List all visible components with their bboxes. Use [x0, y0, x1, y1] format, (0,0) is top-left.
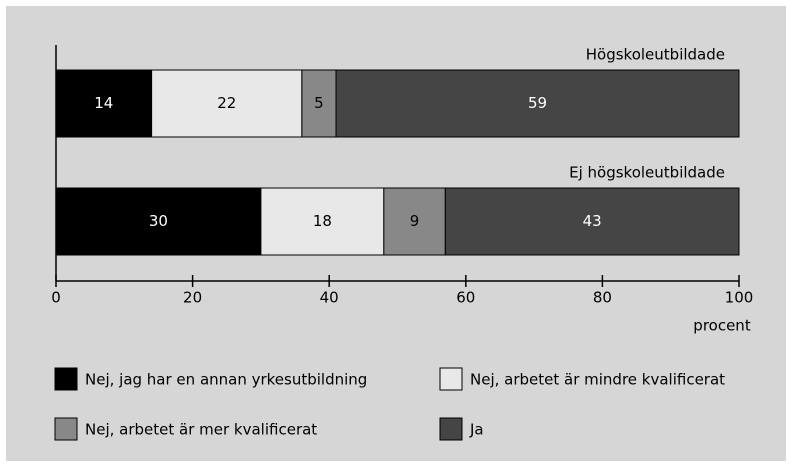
- category-label: Ej högskoleutbildade: [569, 164, 725, 182]
- legend-label: Nej, jag har en annan yrkesutbildning: [85, 371, 367, 389]
- value-label: 9: [410, 212, 420, 230]
- value-label: 14: [94, 94, 113, 112]
- value-label: 18: [313, 212, 332, 230]
- value-label: 59: [528, 94, 547, 112]
- x-tick-label: 100: [725, 289, 754, 307]
- legend-swatch: [54, 367, 78, 391]
- legend-swatch: [54, 417, 78, 441]
- bar-segment: [55, 187, 262, 256]
- value-label: 5: [314, 94, 324, 112]
- legend-label: Nej, arbetet är mer kvalificerat: [85, 421, 317, 439]
- legend-label: Nej, arbetet är mindre kvalificerat: [470, 371, 725, 389]
- x-tick-label: 60: [456, 289, 475, 307]
- value-label: 22: [217, 94, 236, 112]
- bar-segment: [383, 187, 446, 256]
- legend-swatch: [439, 367, 463, 391]
- x-tick-label: 40: [320, 289, 339, 307]
- bar-segment: [335, 69, 740, 138]
- bar-segment: [444, 187, 740, 256]
- x-tick-label: 0: [51, 289, 61, 307]
- bar-segment: [55, 69, 153, 138]
- legend-label: Ja: [469, 421, 484, 439]
- x-tick-label: 20: [183, 289, 202, 307]
- legend-swatch: [439, 417, 463, 441]
- x-axis-label: procent: [693, 317, 751, 335]
- category-label: Högskoleutbildade: [586, 46, 725, 64]
- bar-segment: [260, 187, 385, 256]
- bar-segment: [151, 69, 303, 138]
- x-tick-label: 80: [593, 289, 612, 307]
- value-label: 43: [583, 212, 602, 230]
- value-label: 30: [149, 212, 168, 230]
